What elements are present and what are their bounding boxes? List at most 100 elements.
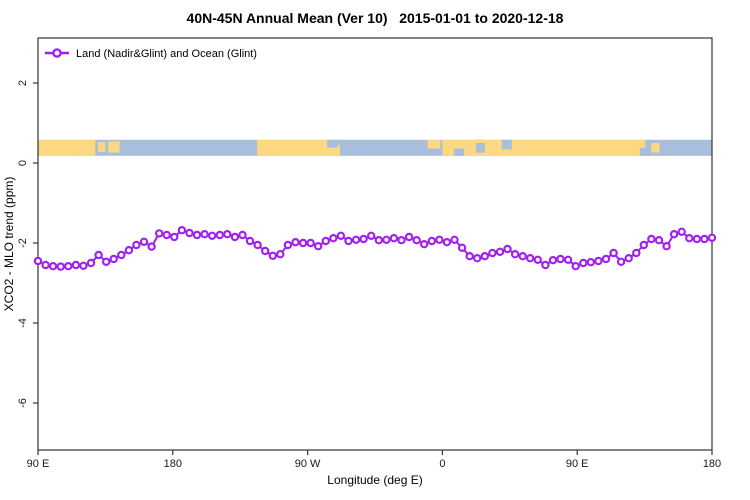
chart-title: 40N-45N Annual Mean (Ver 10) 2015-01-01 … [186, 10, 564, 26]
x-tick-label: 180 [164, 458, 182, 470]
data-point [306, 238, 315, 248]
water-patch [453, 148, 464, 156]
data-point [200, 229, 209, 239]
data-point [124, 245, 134, 255]
data-point [139, 237, 149, 246]
data-point [64, 262, 73, 271]
data-point [359, 234, 368, 244]
y-axis-ticks: 2 0 -2 -4 -6 [17, 80, 38, 408]
data-point [427, 236, 436, 246]
data-point [245, 236, 255, 246]
data-point [654, 235, 664, 245]
x-tick-label: 90 W [295, 458, 321, 470]
data-point [609, 248, 618, 258]
legend-circle-marker-icon [52, 48, 62, 58]
data-point [616, 257, 626, 266]
data-point [647, 234, 656, 244]
data-point [518, 252, 527, 261]
data-point [442, 237, 452, 247]
data-point [117, 250, 126, 260]
data-point [533, 255, 543, 264]
data-point [336, 231, 346, 240]
data-point [298, 238, 308, 248]
data-point [291, 237, 300, 247]
data-point [639, 240, 649, 250]
data-point [86, 258, 96, 268]
data-point [147, 242, 156, 251]
data-point [495, 247, 505, 256]
data-point [382, 235, 391, 244]
y-tick-label: -4 [17, 318, 29, 328]
y-axis-title: XCO2 - MLO trend (ppm) [2, 177, 16, 312]
data-point [632, 248, 641, 258]
data-point [563, 255, 573, 264]
water-patch [476, 143, 485, 153]
data-point [571, 262, 580, 271]
data-point [253, 240, 262, 250]
data-point [692, 234, 702, 244]
data-point [488, 248, 497, 258]
data-point [48, 262, 58, 271]
data-point [685, 233, 694, 243]
plot-box [37, 37, 713, 451]
land-segment [427, 139, 441, 149]
data-point [33, 256, 43, 266]
water-patch [327, 139, 338, 148]
data-point [162, 230, 171, 240]
y-tick-label: -6 [17, 398, 29, 408]
data-point [556, 254, 565, 264]
land-segment [442, 139, 646, 156]
data-point [579, 258, 588, 268]
data-point [261, 246, 270, 256]
data-point [94, 250, 103, 260]
data-point [594, 256, 603, 266]
data-point [207, 231, 217, 240]
data-point [351, 235, 361, 244]
land-ocean-map-band [38, 139, 712, 156]
data-point [624, 254, 633, 263]
data-point [473, 254, 482, 263]
data-point [230, 232, 240, 242]
x-axis-ticks: 90 E 180 90 W 0 90 E 180 [27, 450, 721, 470]
water-patch [337, 139, 346, 146]
data-point [109, 254, 118, 264]
data-point [389, 233, 399, 243]
x-tick-label: 180 [703, 458, 721, 470]
data-point [412, 235, 421, 245]
data-point [367, 231, 376, 240]
data-point [480, 252, 489, 261]
data-point [170, 232, 179, 242]
data-point [101, 257, 111, 266]
data-point [465, 252, 474, 261]
data-point [344, 236, 353, 246]
data-point [71, 260, 81, 270]
data-point [276, 249, 285, 259]
data-point [526, 254, 535, 263]
x-tick-label: 90 E [27, 458, 50, 470]
data-series [33, 225, 717, 271]
y-tick-label: 2 [17, 80, 29, 86]
data-point [314, 241, 323, 251]
data-point [457, 243, 467, 252]
water-patch [639, 147, 650, 156]
data-point [223, 229, 232, 239]
data-point [268, 251, 277, 260]
data-point [586, 258, 596, 267]
data-point [503, 244, 512, 254]
land-segment [257, 139, 340, 156]
land-segment [97, 142, 106, 152]
land-segment [38, 139, 96, 156]
data-point [435, 235, 444, 244]
data-point [154, 229, 164, 238]
y-tick-label: -2 [17, 238, 29, 248]
water-patch [501, 139, 512, 150]
data-point [669, 229, 679, 239]
legend: Land (Nadir&Glint) and Ocean (Glint) [45, 48, 257, 60]
legend-label: Land (Nadir&Glint) and Ocean (Glint) [76, 48, 257, 60]
data-point [662, 241, 671, 251]
data-point [420, 239, 429, 249]
data-point [700, 234, 709, 244]
data-point [56, 262, 65, 271]
data-point [41, 260, 50, 270]
